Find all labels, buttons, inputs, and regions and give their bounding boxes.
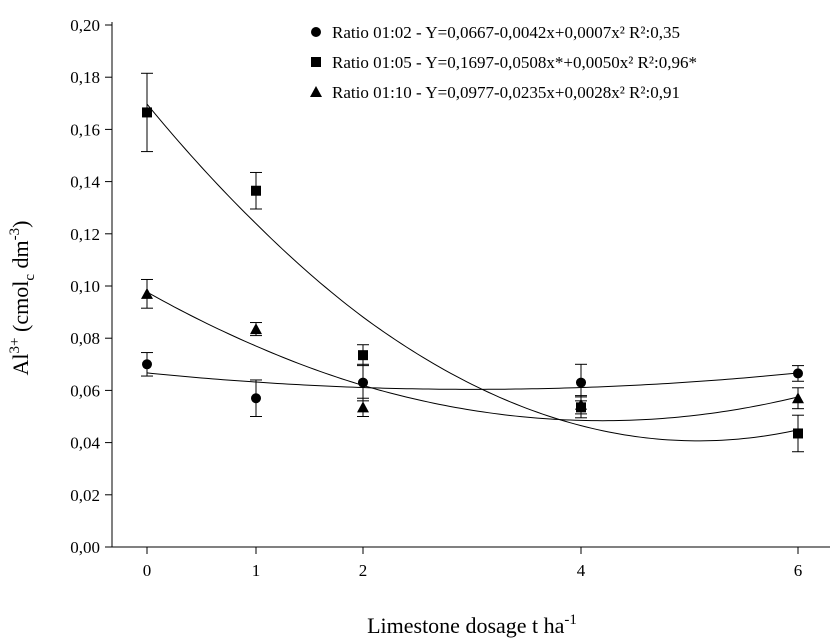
x-tick-label: 0 <box>143 561 152 580</box>
legend-marker-circle <box>311 27 321 37</box>
y-tick-label: 0,10 <box>70 277 100 296</box>
data-point-circle <box>576 377 586 388</box>
y-axis-title: Al3+ (cmolc dm-3) <box>7 221 38 376</box>
legend-entry-3: Ratio 01:10 - Y=0,0977-0,0235x+0,0028x² … <box>332 83 680 102</box>
data-point-triangle <box>575 398 587 410</box>
x-tick-label: 6 <box>794 561 803 580</box>
y-tick-label: 0,02 <box>70 486 100 505</box>
fit-curves <box>146 103 799 442</box>
x-tick-label: 2 <box>359 561 368 580</box>
y-tick-label: 0,18 <box>70 68 100 87</box>
legend-marker-triangle <box>310 86 322 97</box>
x-tick-label: 1 <box>252 561 261 580</box>
y-tick-label: 0,06 <box>70 381 100 400</box>
axes: 0,00 0,02 0,04 0,06 0,08 0,10 0,12 0,14 0,16 0,18… <box>70 16 830 580</box>
legend: Ratio 01:02 - Y=0,0667-0,0042x+0,0007x² … <box>310 23 697 102</box>
legend-entry-2: Ratio 01:05 - Y=0,1697-0,0508x*+0,0050x²… <box>332 53 697 72</box>
data-point-square <box>251 185 261 196</box>
y-tick-label: 0,00 <box>70 538 100 557</box>
y-tick-label: 0,04 <box>70 434 100 453</box>
fit-curve-3 <box>146 291 799 422</box>
fit-curve-1 <box>146 372 799 390</box>
x-axis-title: Limestone dosage t ha-1 <box>367 612 577 638</box>
x-tick-label: 4 <box>577 561 586 580</box>
y-tick-label: 0,12 <box>70 225 100 244</box>
data-point-circle <box>793 368 803 379</box>
legend-entry-1: Ratio 01:02 - Y=0,0667-0,0042x+0,0007x² … <box>332 23 680 42</box>
data-marks <box>141 72 804 453</box>
legend-marker-square <box>311 57 321 67</box>
fit-curve-2 <box>146 103 799 442</box>
x-axis-title-superscript: -1 <box>564 612 577 628</box>
data-point-triangle <box>250 323 262 335</box>
y-tick-label: 0,20 <box>70 16 100 35</box>
data-point-circle <box>142 359 152 370</box>
data-point-circle <box>358 377 368 388</box>
data-point-square <box>793 428 803 439</box>
y-tick-label: 0,08 <box>70 329 100 348</box>
data-point-circle <box>251 393 261 404</box>
y-tick-label: 0,14 <box>70 173 100 192</box>
data-point-square <box>142 107 152 118</box>
y-tick-label: 0,16 <box>70 120 100 139</box>
data-point-triangle <box>141 287 153 299</box>
data-point-square <box>358 350 368 361</box>
data-point-triangle <box>357 401 369 413</box>
data-point-triangle <box>792 392 804 404</box>
